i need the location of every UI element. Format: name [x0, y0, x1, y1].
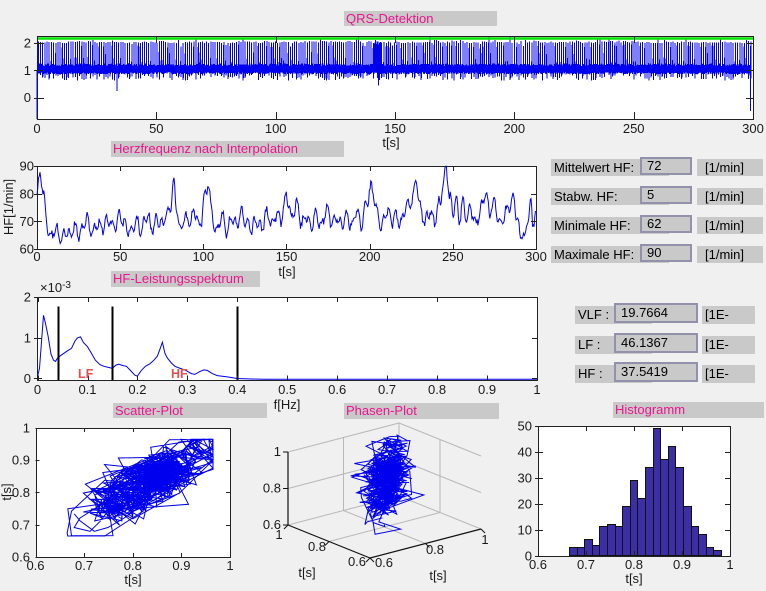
svg-text:0.6: 0.6: [328, 382, 346, 397]
svg-text:0.8: 0.8: [426, 542, 444, 557]
svg-text:10: 10: [518, 523, 532, 538]
svg-text:1: 1: [726, 557, 733, 572]
svg-text:0.7: 0.7: [75, 558, 93, 573]
svg-text:250: 250: [442, 249, 464, 264]
svg-text:50: 50: [113, 249, 127, 264]
svg-text:HF: HF: [171, 367, 188, 381]
svg-text:HF[1/min]: HF[1/min]: [1, 179, 16, 235]
svg-text:200: 200: [359, 249, 381, 264]
svg-text:0.6: 0.6: [529, 557, 547, 572]
svg-text:t[s]: t[s]: [382, 135, 399, 150]
svg-text:0.7: 0.7: [12, 517, 30, 532]
svg-text:LF: LF: [78, 367, 94, 381]
svg-text:t[s]: t[s]: [278, 264, 295, 279]
svg-text:t[s]: t[s]: [298, 565, 315, 580]
svg-text:60: 60: [20, 242, 34, 257]
svg-text:0: 0: [33, 121, 40, 136]
svg-text:0.6: 0.6: [263, 517, 281, 532]
svg-text:0.8: 0.8: [308, 539, 326, 554]
svg-text:0.8: 0.8: [428, 382, 446, 397]
svg-text:0.8: 0.8: [12, 485, 30, 500]
svg-text:1: 1: [274, 444, 281, 459]
svg-text:0.3: 0.3: [178, 382, 196, 397]
svg-text:0.5: 0.5: [278, 382, 296, 397]
svg-text:1: 1: [533, 382, 540, 397]
svg-text:300: 300: [742, 121, 764, 136]
svg-text:80: 80: [20, 186, 34, 201]
svg-text:20: 20: [518, 497, 532, 512]
svg-text:0: 0: [24, 371, 31, 386]
svg-text:t[s]: t[s]: [0, 483, 14, 500]
svg-text:200: 200: [503, 121, 525, 136]
svg-text:1: 1: [481, 532, 488, 547]
svg-text:0.8: 0.8: [263, 481, 281, 496]
svg-text:70: 70: [20, 214, 34, 229]
svg-text:0.6: 0.6: [26, 558, 44, 573]
svg-text:0.7: 0.7: [577, 557, 595, 572]
svg-text:1: 1: [23, 421, 30, 436]
svg-text:f[Hz]: f[Hz]: [274, 397, 301, 412]
svg-text:t[s]: t[s]: [124, 572, 141, 587]
svg-text:150: 150: [276, 249, 298, 264]
svg-text:t[s]: t[s]: [429, 568, 446, 583]
svg-text:0.6: 0.6: [12, 550, 30, 565]
svg-text:0.4: 0.4: [228, 382, 246, 397]
svg-text:0: 0: [33, 249, 40, 264]
svg-text:1: 1: [226, 558, 233, 573]
svg-text:30: 30: [518, 471, 532, 486]
svg-text:0: 0: [24, 90, 31, 105]
svg-text:0.9: 0.9: [12, 453, 30, 468]
svg-text:0.2: 0.2: [128, 382, 146, 397]
svg-text:2: 2: [24, 290, 31, 305]
svg-text:1: 1: [24, 63, 31, 78]
svg-text:90: 90: [20, 159, 34, 174]
svg-text:0.7: 0.7: [378, 382, 396, 397]
svg-text:1: 1: [275, 527, 282, 542]
svg-text:0.6: 0.6: [375, 555, 393, 570]
svg-text:0.9: 0.9: [478, 382, 496, 397]
svg-text:0: 0: [34, 382, 41, 397]
svg-text:0.9: 0.9: [172, 558, 190, 573]
svg-text:0.6: 0.6: [348, 554, 366, 569]
svg-text:100: 100: [265, 121, 287, 136]
svg-text:0.9: 0.9: [673, 557, 691, 572]
svg-text:100: 100: [192, 249, 214, 264]
svg-text:50: 50: [149, 121, 163, 136]
svg-text:50: 50: [518, 419, 532, 434]
svg-text:40: 40: [518, 445, 532, 460]
svg-text:300: 300: [525, 249, 547, 264]
svg-text:1: 1: [24, 330, 31, 345]
svg-text:150: 150: [384, 121, 406, 136]
svg-text:0.1: 0.1: [78, 382, 96, 397]
svg-text:0.8: 0.8: [124, 558, 142, 573]
svg-text:2: 2: [24, 36, 31, 51]
svg-text:0.8: 0.8: [625, 557, 643, 572]
svg-text:0: 0: [525, 549, 532, 564]
svg-text:t[s]: t[s]: [625, 571, 642, 586]
svg-text:250: 250: [623, 121, 645, 136]
